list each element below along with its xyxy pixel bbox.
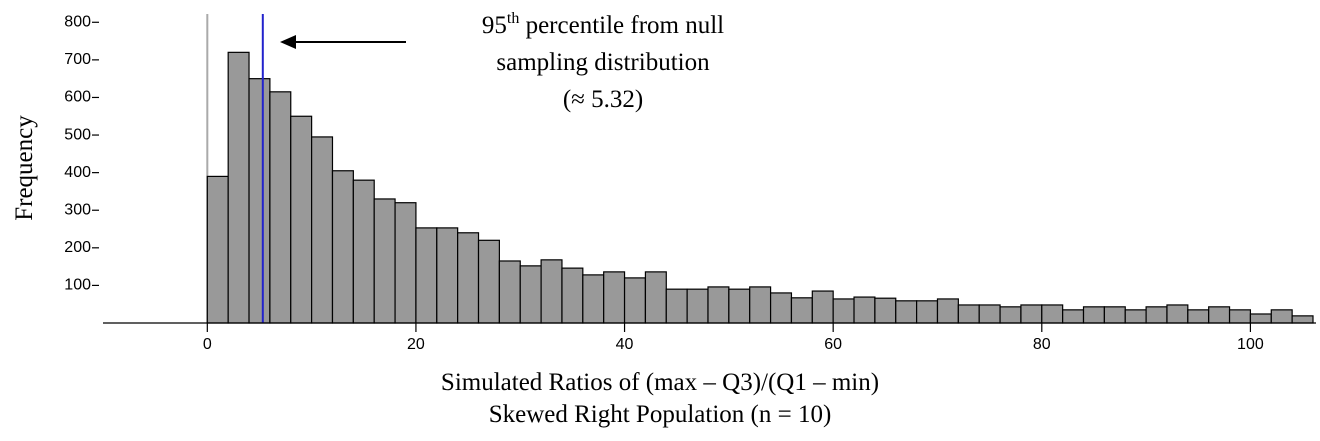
x-tick-label: 20 xyxy=(407,336,425,353)
y-tick-label: 600 xyxy=(64,89,91,106)
annotation-number: 95 xyxy=(482,12,507,39)
y-tick-label: 200 xyxy=(64,239,91,256)
x-axis-label: Skewed Right Population (n = 10) xyxy=(489,401,832,428)
y-tick-label: 500 xyxy=(64,126,91,143)
x-tick-label: 60 xyxy=(824,336,842,353)
bar xyxy=(290,115,313,324)
bar xyxy=(1249,313,1272,324)
bar xyxy=(874,297,897,324)
bar xyxy=(623,277,647,324)
bar xyxy=(728,288,751,324)
y-tick-label: 800 xyxy=(64,13,91,30)
bar xyxy=(1228,309,1252,324)
bar xyxy=(1103,306,1126,324)
x-tick-label: 0 xyxy=(203,336,212,353)
bar xyxy=(394,202,417,324)
bar xyxy=(916,300,939,324)
bar xyxy=(603,271,626,324)
arrow-head xyxy=(280,35,296,49)
y-tick-label: 700 xyxy=(64,51,91,68)
bar xyxy=(686,288,709,324)
bar xyxy=(1020,304,1043,324)
bar xyxy=(790,297,813,324)
bar xyxy=(331,170,354,324)
bar xyxy=(811,290,834,324)
bar xyxy=(436,227,459,324)
bar xyxy=(206,175,229,324)
bar xyxy=(1208,306,1231,324)
bar xyxy=(853,296,876,324)
bar xyxy=(1145,306,1168,324)
bar xyxy=(1041,304,1064,324)
bar xyxy=(248,78,271,324)
annotation-text: sampling distribution xyxy=(496,49,710,76)
bar xyxy=(707,286,730,324)
bar xyxy=(999,306,1022,324)
bar xyxy=(498,260,521,324)
bar xyxy=(1062,309,1085,324)
bar xyxy=(1166,304,1189,324)
bar xyxy=(749,286,772,324)
x-tick-label: 40 xyxy=(616,336,634,353)
y-tick-label: 100 xyxy=(64,277,91,294)
bar xyxy=(1270,309,1293,324)
x-tick-label: 80 xyxy=(1033,336,1051,353)
bar xyxy=(582,274,605,324)
bar xyxy=(1124,309,1147,324)
x-axis-label: Simulated Ratios of (max – Q3)/(Q1 – min… xyxy=(441,369,879,396)
bar xyxy=(561,267,584,324)
bar xyxy=(936,298,959,324)
annotation-superscript: th xyxy=(507,10,519,27)
bar xyxy=(895,300,918,324)
y-axis-label: Frequency xyxy=(11,115,38,221)
y-tick-label: 300 xyxy=(64,201,91,218)
bar xyxy=(1187,309,1210,324)
annotation: 95th percentile from null xyxy=(482,10,724,39)
bar xyxy=(519,265,542,324)
bar xyxy=(415,227,438,324)
bar xyxy=(978,304,1001,324)
bar xyxy=(540,259,563,324)
bar xyxy=(665,288,688,324)
annotation-text: percentile from null xyxy=(519,12,724,39)
bar xyxy=(644,271,667,324)
bar xyxy=(311,136,334,324)
x-tick-label: 100 xyxy=(1237,336,1264,353)
bar xyxy=(352,179,375,324)
bar xyxy=(269,91,292,324)
bar xyxy=(957,304,980,324)
bar xyxy=(227,51,250,324)
bar xyxy=(373,198,396,324)
bar xyxy=(832,298,855,324)
bar xyxy=(1291,315,1314,324)
bar xyxy=(1082,306,1105,324)
y-tick-label: 400 xyxy=(64,164,91,181)
bar xyxy=(457,232,480,324)
annotation-text: (≈ 5.32) xyxy=(563,86,643,113)
bar xyxy=(477,239,500,324)
bar xyxy=(769,292,793,324)
